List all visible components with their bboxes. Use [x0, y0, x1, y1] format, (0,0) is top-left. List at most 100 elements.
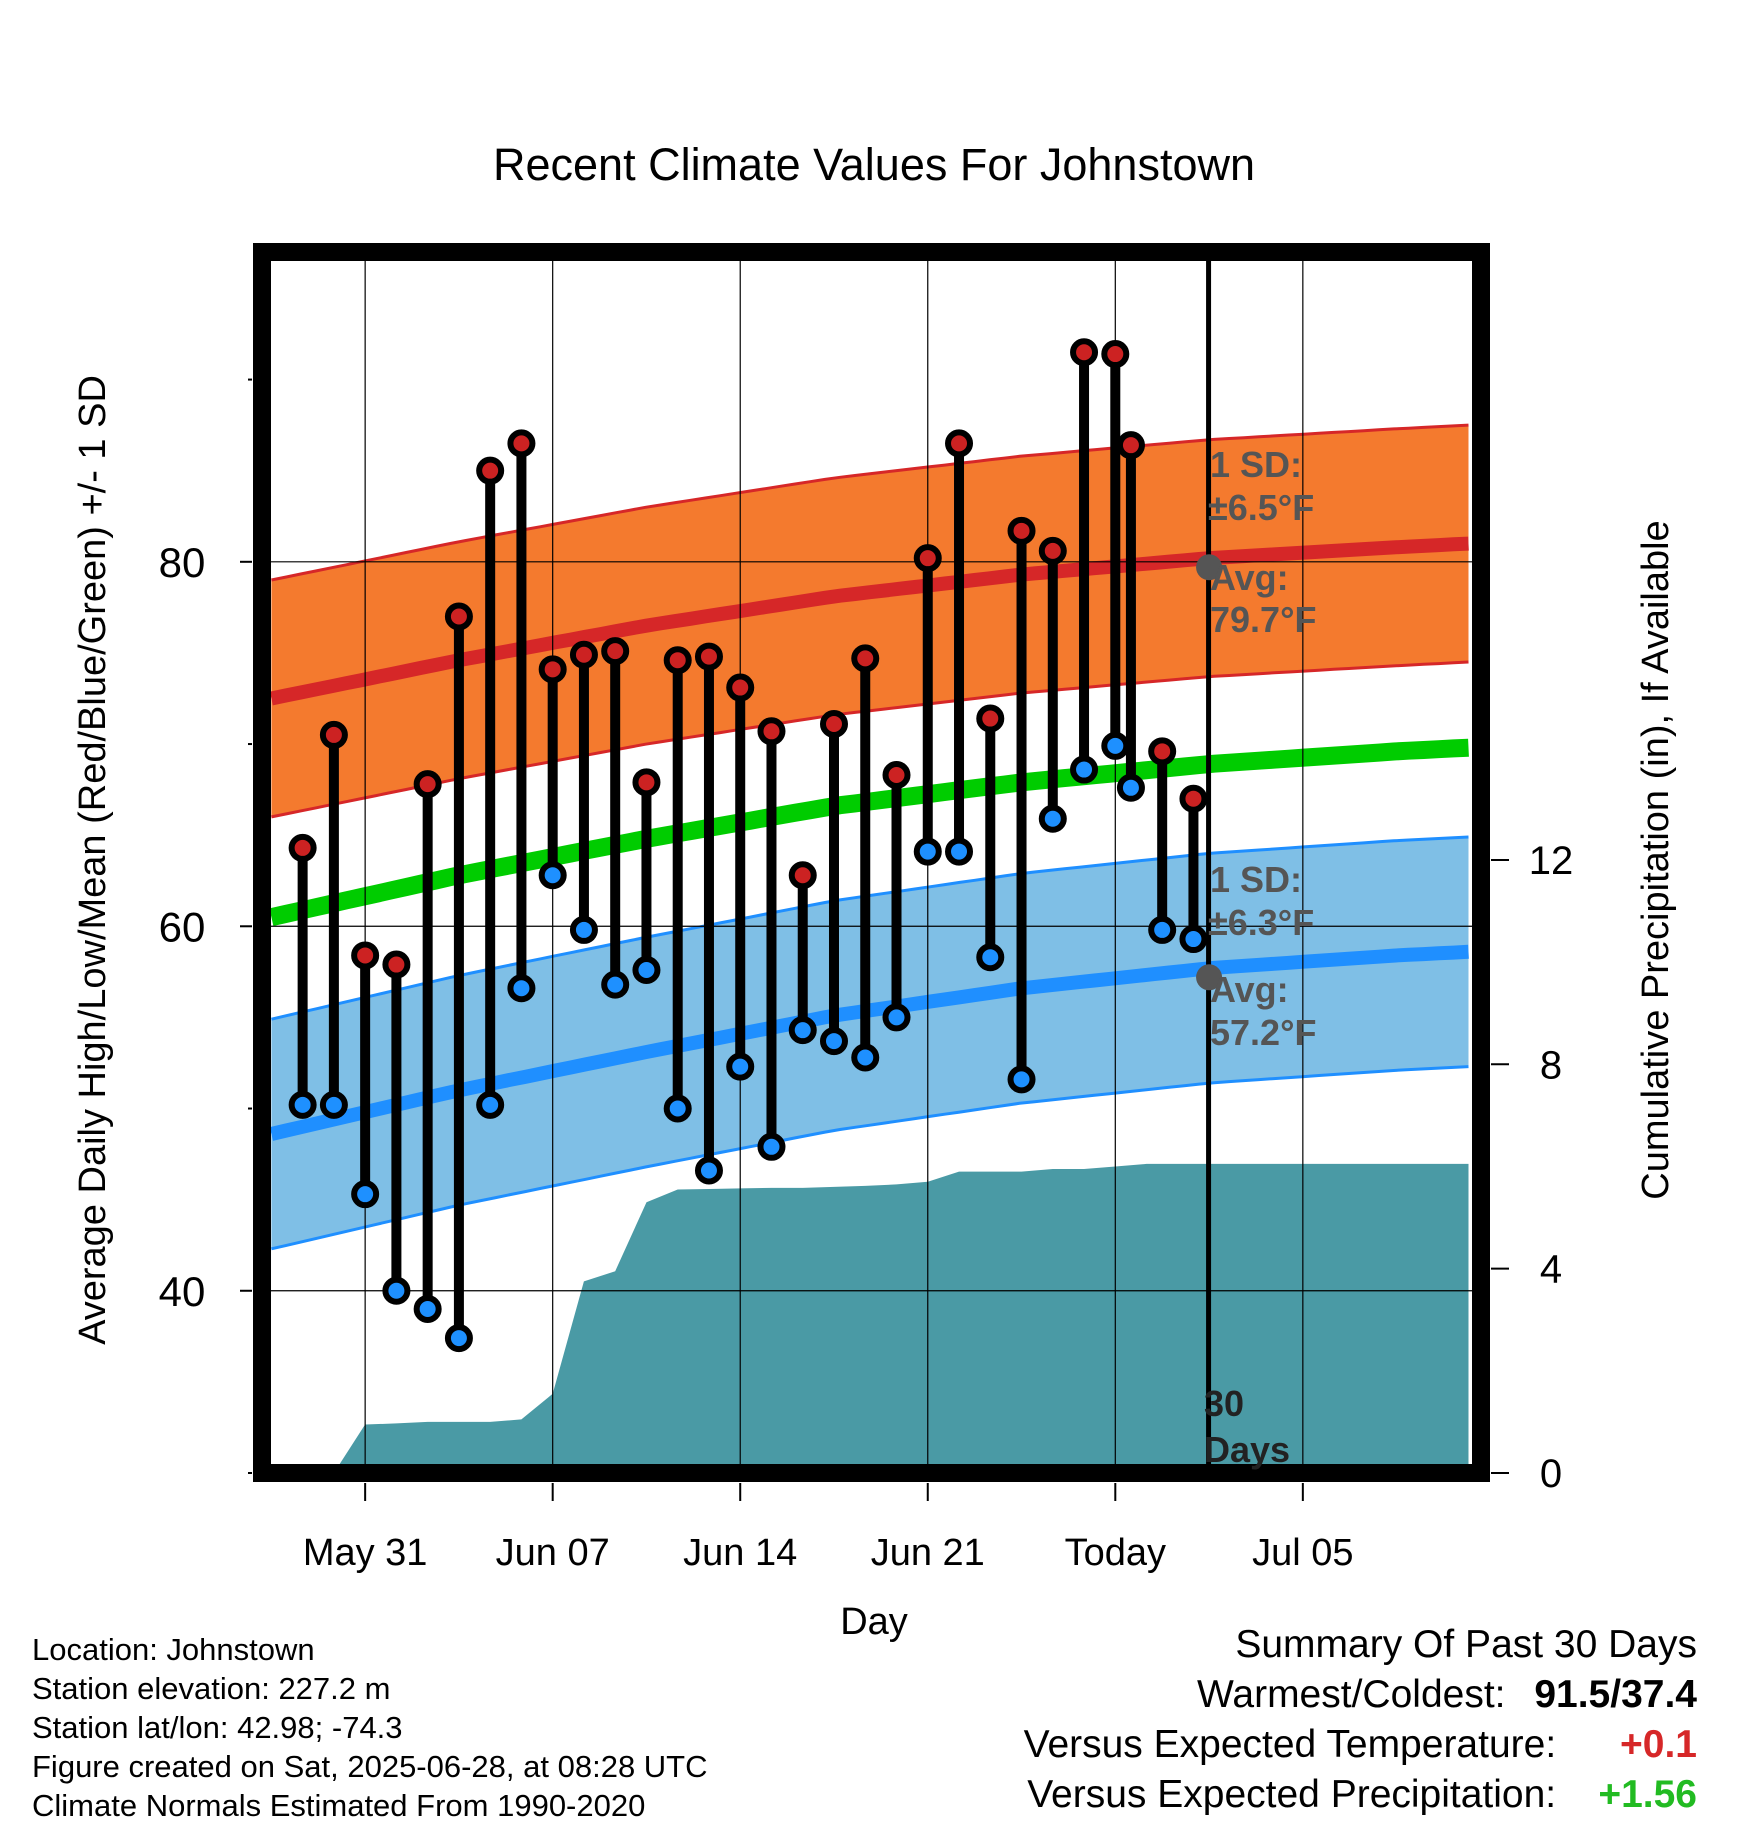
- y2-tick-label: 12: [1529, 839, 1574, 883]
- daily-low-point: [1116, 773, 1145, 802]
- daily-low-point: [788, 1016, 817, 1045]
- days-label-number: 30: [1204, 1383, 1244, 1424]
- summary-warm-cold-label: Warmest/Coldest:: [1197, 1673, 1506, 1716]
- daily-high-point: [507, 429, 536, 458]
- footer-location: Location: Johnstown: [32, 1632, 315, 1667]
- x-tick-label: Jun 07: [496, 1532, 610, 1574]
- daily-low-point: [444, 1324, 473, 1353]
- daily-high-point: [288, 833, 317, 862]
- daily-high-point: [601, 637, 630, 666]
- summary-precip-label: Versus Expected Precipitation:: [1027, 1773, 1557, 1816]
- daily-low-point: [1101, 731, 1130, 760]
- daily-high-point: [1148, 737, 1177, 766]
- y-axis-ticks: 40 60 80: [159, 378, 252, 1474]
- daily-low-point: [882, 1003, 911, 1032]
- daily-low-point: [538, 861, 567, 890]
- summary-temp-label: Versus Expected Temperature:: [1023, 1723, 1557, 1766]
- x-tick-label: Jun 14: [683, 1532, 797, 1574]
- y2-tick-label: 8: [1540, 1043, 1562, 1087]
- high-sd-upper-edge: [271, 423, 1469, 582]
- x-axis-label: Day: [840, 1601, 908, 1643]
- daily-high-point: [1116, 431, 1145, 460]
- daily-low-point: [569, 915, 598, 944]
- summary-precip-value: +1.56: [1598, 1773, 1697, 1816]
- daily-high-point: [1070, 338, 1099, 367]
- summary-precip: Versus Expected Precipitation: +1.56: [1027, 1770, 1697, 1820]
- daily-high-point: [1179, 784, 1208, 813]
- daily-low-point: [1179, 925, 1208, 954]
- daily-low-point: [507, 974, 536, 1003]
- daily-high-point: [663, 646, 692, 675]
- daily-high-point: [1101, 340, 1130, 369]
- y2-axis-ticks: 0 4 8 12: [1491, 839, 1573, 1496]
- footer-normals: Climate Normals Estimated From 1990-2020: [32, 1788, 646, 1823]
- daily-high-point: [945, 429, 974, 458]
- daily-high-point: [1007, 516, 1036, 545]
- y-tick-label: 80: [159, 539, 206, 586]
- daily-low-point: [663, 1094, 692, 1123]
- high-sd-label: 1 SD:: [1210, 444, 1302, 485]
- low-sd-lower-edge: [271, 1065, 1469, 1251]
- x-axis-ticks: May 31 Jun 07 Jun 14 Jun 21 Today Jul 05: [303, 1483, 1354, 1574]
- daily-high-point: [444, 602, 473, 631]
- high-average-line: [269, 536, 1469, 706]
- daily-high-point: [569, 640, 598, 669]
- y2-axis-label: Cumulative Precipitation (in), If Availa…: [1635, 520, 1677, 1199]
- low-avg-label: Avg:: [1210, 969, 1289, 1010]
- high-avg-value: 79.7°F: [1210, 599, 1316, 640]
- daily-high-point: [726, 673, 755, 702]
- daily-high-point: [1038, 536, 1067, 565]
- y2-tick-label: 0: [1540, 1452, 1562, 1496]
- plot-area: May 31 Jun 07 Jun 14 Jun 21 Today Jul 05 40608…: [159, 243, 1573, 1574]
- daily-low-point: [288, 1090, 317, 1119]
- precip-area: [333, 1163, 1469, 1473]
- daily-low-point: [1070, 755, 1099, 784]
- daily-high-point: [913, 544, 942, 573]
- high-sd-band: [271, 425, 1469, 817]
- daily-high-point: [351, 941, 380, 970]
- footer-elevation: Station elevation: 227.2 m: [32, 1671, 391, 1706]
- daily-high-point: [538, 655, 567, 684]
- x-tick-label: Today: [1065, 1532, 1166, 1574]
- footer-created: Figure created on Sat, 2025-06-28, at 08…: [32, 1749, 708, 1784]
- low-average-marker: [1196, 964, 1223, 991]
- daily-low-point: [476, 1090, 505, 1119]
- high-avg-label: Avg:: [1210, 557, 1289, 598]
- daily-high-point: [976, 704, 1005, 733]
- summary-warm-cold: Warmest/Coldest: 91.5/37.4: [1197, 1670, 1697, 1720]
- daily-low-point: [976, 943, 1005, 972]
- x-tick-label: Jul 05: [1252, 1532, 1353, 1574]
- daily-low-point: [632, 956, 661, 985]
- x-tick-label: May 31: [303, 1532, 428, 1574]
- daily-high-point: [851, 644, 880, 673]
- daily-high-point: [413, 770, 442, 799]
- daily-high-point: [319, 720, 348, 749]
- daily-low-point: [382, 1276, 411, 1305]
- daily-low-point: [1038, 804, 1067, 833]
- daily-low-point: [1148, 915, 1177, 944]
- y-axis-label: Average Daily High/Low/Mean (Red/Blue/Gr…: [72, 375, 114, 1345]
- summary-temp: Versus Expected Temperature: +0.1: [1024, 1720, 1697, 1770]
- daily-high-point: [476, 456, 505, 485]
- daily-high-point: [694, 642, 723, 671]
- daily-high-point: [788, 861, 817, 890]
- daily-low-point: [413, 1294, 442, 1323]
- high-sd-value: ±6.5°F: [1208, 487, 1314, 528]
- footer-latlon: Station lat/lon: 42.98; -74.3: [32, 1710, 403, 1745]
- plot-content: [262, 252, 1481, 1473]
- daily-high-point: [819, 709, 848, 738]
- daily-low-point: [851, 1043, 880, 1072]
- days-label-word: Days: [1204, 1429, 1290, 1470]
- low-sd-label: 1 SD:: [1210, 859, 1302, 900]
- daily-low-point: [351, 1180, 380, 1209]
- low-sd-value: ±6.3°F: [1208, 902, 1314, 943]
- daily-low-point: [819, 1027, 848, 1056]
- low-avg-value: 57.2°F: [1210, 1012, 1316, 1053]
- summary-warm-cold-value: 91.5/37.4: [1534, 1673, 1697, 1716]
- x-tick-label: Jun 21: [871, 1532, 985, 1574]
- daily-low-point: [757, 1132, 786, 1161]
- daily-low-point: [1007, 1065, 1036, 1094]
- daily-low-point: [726, 1052, 755, 1081]
- daily-high-point: [382, 950, 411, 979]
- y-tick-label: 40: [159, 1268, 206, 1315]
